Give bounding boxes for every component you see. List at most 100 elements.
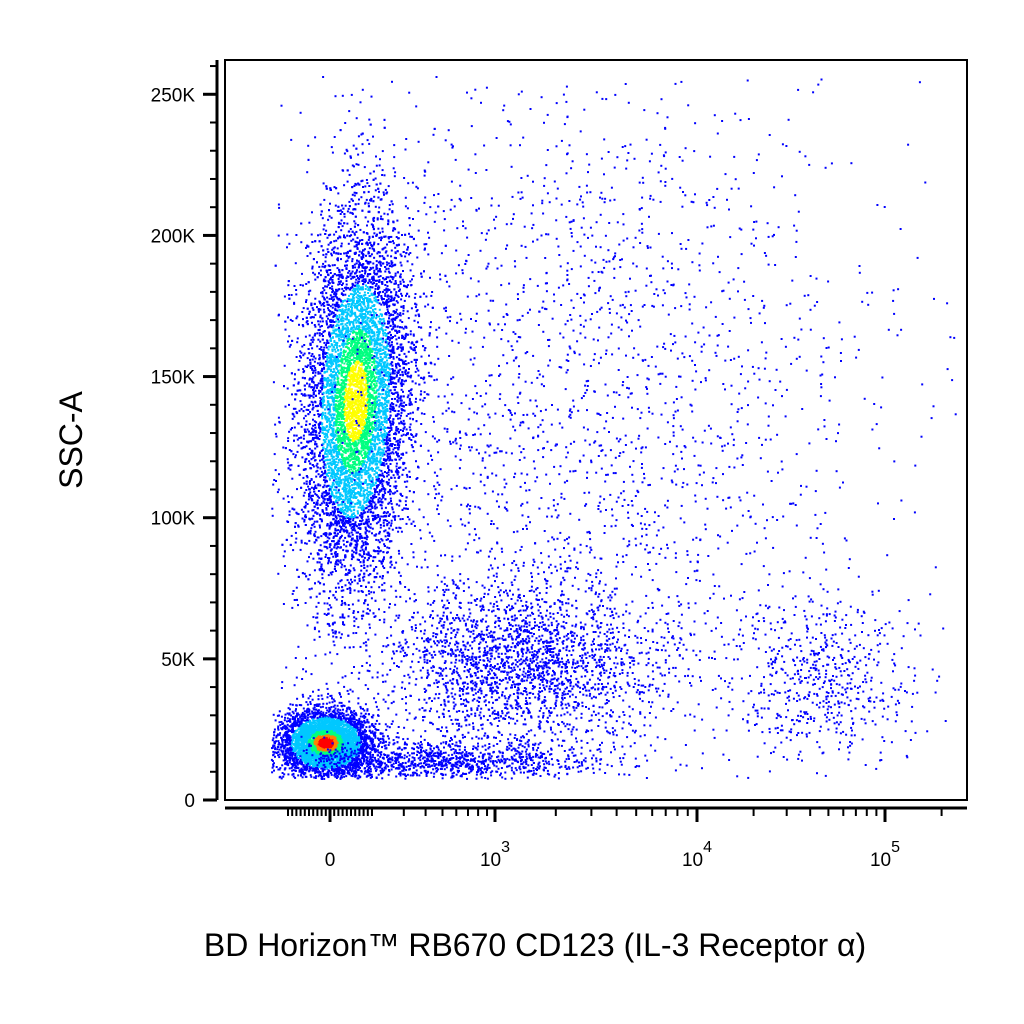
event-dot: [352, 372, 355, 375]
event-dot: [308, 221, 311, 224]
event-dot: [349, 306, 352, 308]
event-dot: [359, 460, 362, 463]
event-dot: [371, 332, 374, 335]
event-dot: [361, 270, 364, 272]
event-dot: [295, 293, 298, 296]
event-dot: [327, 475, 330, 478]
event-dot: [315, 421, 318, 424]
event-dot: [361, 494, 364, 497]
event-dot: [352, 519, 355, 522]
event-dot: [393, 476, 396, 479]
event-dot: [412, 556, 415, 559]
event-dot: [314, 374, 317, 377]
event-dot: [377, 378, 380, 380]
event-dot: [412, 218, 414, 220]
event-dot: [327, 450, 330, 452]
event-dot: [374, 424, 377, 427]
event-dot: [378, 442, 381, 444]
event-dot: [380, 415, 382, 418]
event-dot: [327, 512, 330, 515]
event-dot: [387, 399, 390, 402]
event-dot: [360, 476, 363, 479]
event-dot: [346, 495, 349, 498]
event-dot: [373, 444, 376, 447]
event-dot: [332, 483, 335, 486]
event-dot: [382, 515, 385, 518]
event-dot: [312, 369, 315, 372]
event-dot: [386, 306, 389, 308]
event-dot: [340, 512, 343, 515]
event-dot: [371, 408, 374, 411]
event-dot: [408, 490, 411, 493]
event-dot: [340, 447, 343, 450]
event-dot: [370, 433, 373, 436]
event-dot: [358, 577, 361, 580]
event-dot: [397, 427, 400, 430]
event-dot: [370, 343, 373, 346]
event-dot: [357, 462, 360, 465]
event-dot: [413, 525, 416, 527]
event-dot: [319, 396, 322, 399]
event-dot: [337, 499, 340, 502]
event-dot: [343, 353, 346, 356]
event-dot: [329, 320, 332, 323]
event-dot: [367, 553, 370, 556]
event-dot: [387, 297, 390, 300]
event-dot: [364, 522, 367, 525]
event-dot: [320, 378, 323, 381]
event-dot: [345, 568, 348, 571]
event-dot: [354, 437, 357, 440]
event-dot: [330, 491, 333, 493]
event-dot: [380, 515, 383, 518]
event-dot: [323, 476, 326, 479]
event-dot: [370, 377, 373, 380]
event-dot: [340, 338, 342, 341]
event-dot: [302, 434, 305, 437]
event-dot: [328, 392, 330, 395]
event-dot: [339, 252, 342, 255]
event-dot: [386, 322, 389, 325]
event-dot: [294, 541, 297, 544]
event-dot: [385, 404, 388, 407]
event-dot: [318, 332, 321, 335]
event-dot: [354, 287, 357, 290]
event-dot: [326, 296, 329, 299]
event-dot: [365, 661, 368, 664]
event-dot: [364, 325, 367, 327]
event-dot: [399, 527, 402, 530]
event-dot: [290, 534, 293, 537]
event-dot: [363, 490, 366, 493]
event-dot: [374, 177, 377, 180]
event-dot: [384, 188, 387, 191]
event-dot: [397, 284, 400, 286]
event-dot: [317, 251, 320, 253]
event-dot: [407, 432, 409, 435]
event-dot: [388, 271, 391, 274]
event-dot: [336, 267, 339, 270]
event-dot: [386, 475, 389, 478]
event-dot: [331, 278, 334, 281]
event-dot: [357, 491, 360, 493]
event-dot: [315, 616, 318, 619]
event-dot: [314, 367, 317, 369]
event-dot: [326, 236, 329, 239]
event-dot: [333, 644, 336, 647]
event-dot: [359, 350, 362, 353]
event-dot: [377, 243, 380, 246]
event-dot: [336, 323, 339, 326]
event-dot: [349, 400, 352, 403]
event-dot: [390, 235, 393, 238]
event-dot: [331, 395, 334, 398]
event-dot: [386, 243, 388, 246]
event-dot: [349, 293, 352, 296]
event-dot: [350, 432, 353, 435]
event-dot: [308, 383, 311, 386]
event-dot: [329, 561, 332, 564]
event-dot: [320, 379, 323, 382]
event-dot: [300, 403, 303, 406]
event-dot: [372, 428, 375, 431]
event-dot: [331, 319, 334, 322]
event-dot: [377, 498, 380, 501]
event-dot: [321, 292, 324, 295]
event-dot: [318, 438, 321, 441]
